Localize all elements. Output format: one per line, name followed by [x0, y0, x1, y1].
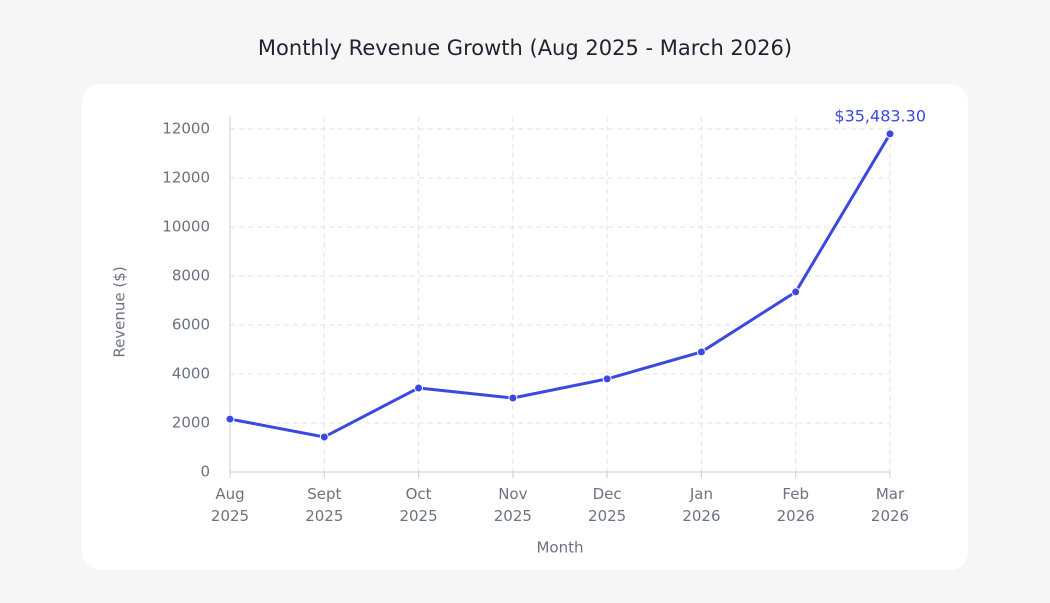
x-tick-year: 2025	[399, 507, 437, 525]
x-tick-month: Feb	[782, 485, 809, 503]
y-tick-label: 0	[200, 463, 210, 481]
x-tick-label: Aug 2025	[211, 485, 249, 525]
x-tick-month: Aug	[215, 485, 244, 503]
x-tick-month: Nov	[498, 485, 527, 503]
x-tick-year: 2026	[777, 507, 815, 525]
card	[82, 84, 968, 570]
point	[602, 374, 612, 384]
x-tick-year: 2026	[682, 507, 720, 525]
x-tick-year: 2025	[211, 507, 249, 525]
x-tick-label: Sept 2025	[305, 485, 343, 525]
x-tick-label: Mar 2026	[871, 485, 909, 525]
x-tick-month: Dec	[593, 485, 622, 503]
x-tick-label: Nov 2025	[494, 485, 532, 525]
x-tick-year: 2025	[588, 507, 626, 525]
chart-title: Monthly Revenue Growth (Aug 2025 - March…	[258, 36, 792, 60]
x-tick-month: Oct	[406, 485, 432, 503]
x-tick-year: 2025	[305, 507, 343, 525]
point	[508, 393, 518, 403]
y-tick-label: 2000	[172, 414, 210, 432]
x-tick-year: 2026	[871, 507, 909, 525]
y-tick-label: 8000	[172, 267, 210, 285]
point	[319, 432, 329, 442]
point	[225, 414, 235, 424]
point	[885, 129, 895, 139]
y-tick-label: 4000	[172, 365, 210, 383]
y-axis-label: Revenue ($)	[111, 266, 129, 357]
point	[791, 287, 801, 297]
y-tick-label: 10000	[162, 218, 210, 236]
x-tick-year: 2025	[494, 507, 532, 525]
point	[414, 383, 424, 393]
line	[229, 133, 892, 439]
point	[696, 347, 706, 357]
x-tick-month: Mar	[876, 485, 905, 503]
y-tick-label: 6000	[172, 316, 210, 334]
x-tick-label: Feb 2026	[777, 485, 815, 525]
x-tick-label: Dec 2025	[588, 485, 626, 525]
annotation: $35,483.30	[834, 106, 926, 125]
x-tick-month: Sept	[307, 485, 341, 503]
x-tick-month: Jan	[689, 485, 713, 503]
x-axis-label: Month	[536, 539, 583, 557]
x-tick-label: Jan 2026	[682, 485, 720, 525]
y-tick-label: 12000	[162, 169, 210, 187]
x-tick-label: Oct 2025	[399, 485, 437, 525]
y-tick-label: 12000	[162, 120, 210, 138]
